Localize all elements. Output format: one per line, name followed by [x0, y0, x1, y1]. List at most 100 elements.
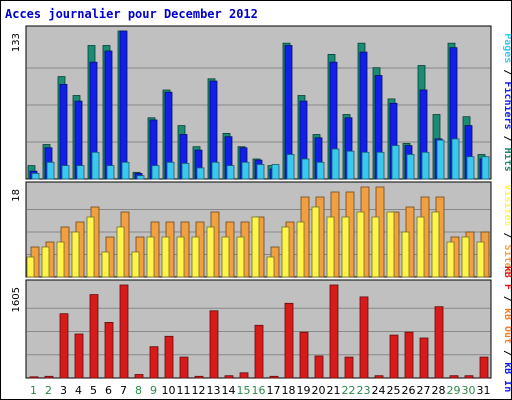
- x-tick-label: 27: [417, 384, 431, 397]
- x-tick-label: 10: [162, 384, 176, 397]
- x-tick-label: 28: [432, 384, 446, 397]
- bar-pages-day-1: [31, 172, 40, 180]
- bar-visites-day-24: [371, 216, 380, 278]
- x-tick-label: 4: [75, 384, 82, 397]
- x-tick-label: 14: [222, 384, 236, 397]
- bar-kb-f-day-26: [404, 331, 414, 379]
- x-tick-label: 31: [477, 384, 491, 397]
- bar-visites-day-18: [281, 226, 290, 278]
- y-max-label: 133: [11, 33, 22, 52]
- bar-visites-day-4: [71, 231, 80, 278]
- bar-kb-f-day-29: [449, 375, 459, 379]
- bar-kb-f-day-25: [389, 334, 399, 379]
- bar-kb-f-day-6: [104, 321, 114, 379]
- legend-entry: kB Out: [502, 308, 511, 344]
- bar-visites-day-15: [236, 236, 245, 278]
- bar-pages-day-8: [136, 175, 145, 180]
- x-tick-label: 6: [105, 384, 112, 397]
- x-tick-label: 19: [297, 384, 311, 397]
- legend-entry: /: [502, 226, 511, 244]
- bar-pages-day-27: [421, 151, 430, 180]
- bar-fichiers-day-7: [119, 30, 128, 180]
- legend-entry: Hits: [502, 148, 511, 172]
- legend-entry: kB F: [502, 266, 511, 290]
- bar-kb-f-day-10: [164, 335, 174, 379]
- bar-visites-day-1: [26, 256, 35, 278]
- legend-entry: Pages: [502, 33, 511, 63]
- bar-visites-day-12: [191, 236, 200, 278]
- bar-visites-day-29: [446, 241, 455, 278]
- bar-pages-day-2: [46, 161, 55, 180]
- bar-visites-day-10: [161, 236, 170, 278]
- bar-visites-day-8: [131, 251, 140, 278]
- legend-traffic: Pages / Fichiers / Hits: [502, 33, 511, 172]
- legend-entry: Sites: [502, 245, 511, 275]
- bar-kb-f-day-28: [434, 306, 444, 379]
- x-tick-label: 30: [462, 384, 476, 397]
- bar-pages-day-25: [391, 145, 400, 180]
- bar-visites-day-31: [476, 241, 485, 278]
- x-tick-label: 13: [207, 384, 221, 397]
- bar-visites-day-13: [206, 226, 215, 278]
- x-tick-label: 21: [327, 384, 341, 397]
- bar-pages-day-16: [256, 164, 265, 180]
- bar-visites-day-25: [386, 211, 395, 278]
- bar-pages-day-22: [346, 150, 355, 180]
- bar-visites-day-26: [401, 231, 410, 278]
- bar-visites-day-22: [341, 216, 350, 278]
- x-axis: 1 2 3 4 5 6 7 8 9 10 11 12 13 14 15 16 17 18 19 20 21 22 23 24 2…: [30, 384, 491, 397]
- bar-visites-day-30: [461, 236, 470, 278]
- bar-pages-day-30: [466, 156, 475, 180]
- bar-kb-f-day-8: [134, 374, 144, 379]
- bar-visites-day-5: [86, 216, 95, 278]
- bar-kb-f-day-15: [239, 372, 249, 379]
- bar-pages-day-7: [121, 161, 130, 180]
- x-tick-label: 17: [267, 384, 281, 397]
- x-tick-label: 15: [237, 384, 251, 397]
- bar-visites-day-21: [326, 216, 335, 278]
- bar-kb-f-day-19: [299, 331, 309, 379]
- legend-visits: Visites / Sites: [502, 184, 511, 274]
- bar-visites-day-7: [116, 226, 125, 278]
- x-tick-label: 29: [447, 384, 461, 397]
- bar-pages-day-19: [301, 158, 310, 180]
- x-tick-label: 9: [150, 384, 157, 397]
- bar-kb-f-day-5: [89, 294, 99, 379]
- bar-pages-day-5: [91, 151, 100, 180]
- legend-entry: Fichiers: [502, 81, 511, 129]
- bar-pages-day-4: [76, 165, 85, 180]
- bar-kb-f-day-9: [149, 346, 159, 379]
- bar-visites-day-28: [431, 211, 440, 278]
- x-tick-label: 1: [30, 384, 37, 397]
- x-tick-label: 18: [282, 384, 296, 397]
- bar-pages-day-28: [436, 139, 445, 180]
- bar-kb-f-day-16: [254, 324, 264, 379]
- bar-visites-day-2: [41, 246, 50, 278]
- bar-visites-day-11: [176, 236, 185, 278]
- legend-entry: /: [502, 344, 511, 362]
- legend-entry: kB In: [502, 362, 511, 392]
- bar-kb-f-day-14: [224, 375, 234, 379]
- bar-pages-day-13: [211, 161, 220, 180]
- bar-kb-f-day-3: [59, 313, 69, 379]
- bar-visites-day-27: [416, 216, 425, 278]
- bar-kb-f-day-22: [344, 356, 354, 379]
- bar-pages-day-29: [451, 138, 460, 180]
- bar-kb-f-day-13: [209, 310, 219, 379]
- bar-visites-day-20: [311, 206, 320, 278]
- bar-pages-day-31: [481, 156, 490, 180]
- bar-pages-day-10: [166, 161, 175, 180]
- bar-pages-day-24: [376, 151, 385, 180]
- bar-pages-day-9: [151, 165, 160, 180]
- chart-title: Acces journalier pour December 2012: [5, 7, 258, 21]
- panel-traffic: 133 Pages / Fichiers / Hits: [11, 25, 511, 180]
- bar-kb-f-day-11: [179, 356, 189, 379]
- bar-visites-day-3: [56, 241, 65, 278]
- bar-pages-day-17: [271, 164, 280, 180]
- x-tick-label: 16: [252, 384, 266, 397]
- bar-pages-day-3: [61, 165, 70, 180]
- legend-entry: /: [502, 290, 511, 308]
- bar-kb-f-day-2: [44, 375, 54, 379]
